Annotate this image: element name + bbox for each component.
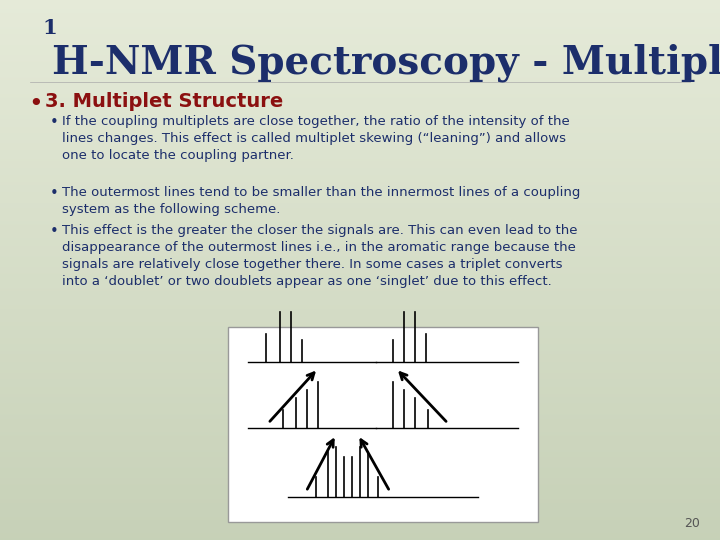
Text: 3. Multiplet Structure: 3. Multiplet Structure [45,92,283,111]
Text: •: • [50,115,59,130]
Text: 1: 1 [42,18,57,38]
Text: •: • [50,224,59,239]
Text: •: • [28,92,42,116]
Text: If the coupling multiplets are close together, the ratio of the intensity of the: If the coupling multiplets are close tog… [62,115,570,162]
Text: H-NMR Spectroscopy - Multiplet: H-NMR Spectroscopy - Multiplet [52,44,720,83]
Text: 20: 20 [684,517,700,530]
Text: This effect is the greater the closer the signals are. This can even lead to the: This effect is the greater the closer th… [62,224,577,288]
Text: •: • [50,186,59,201]
Bar [228,327,538,522]
Text: The outermost lines tend to be smaller than the innermost lines of a coupling
sy: The outermost lines tend to be smaller t… [62,186,580,216]
